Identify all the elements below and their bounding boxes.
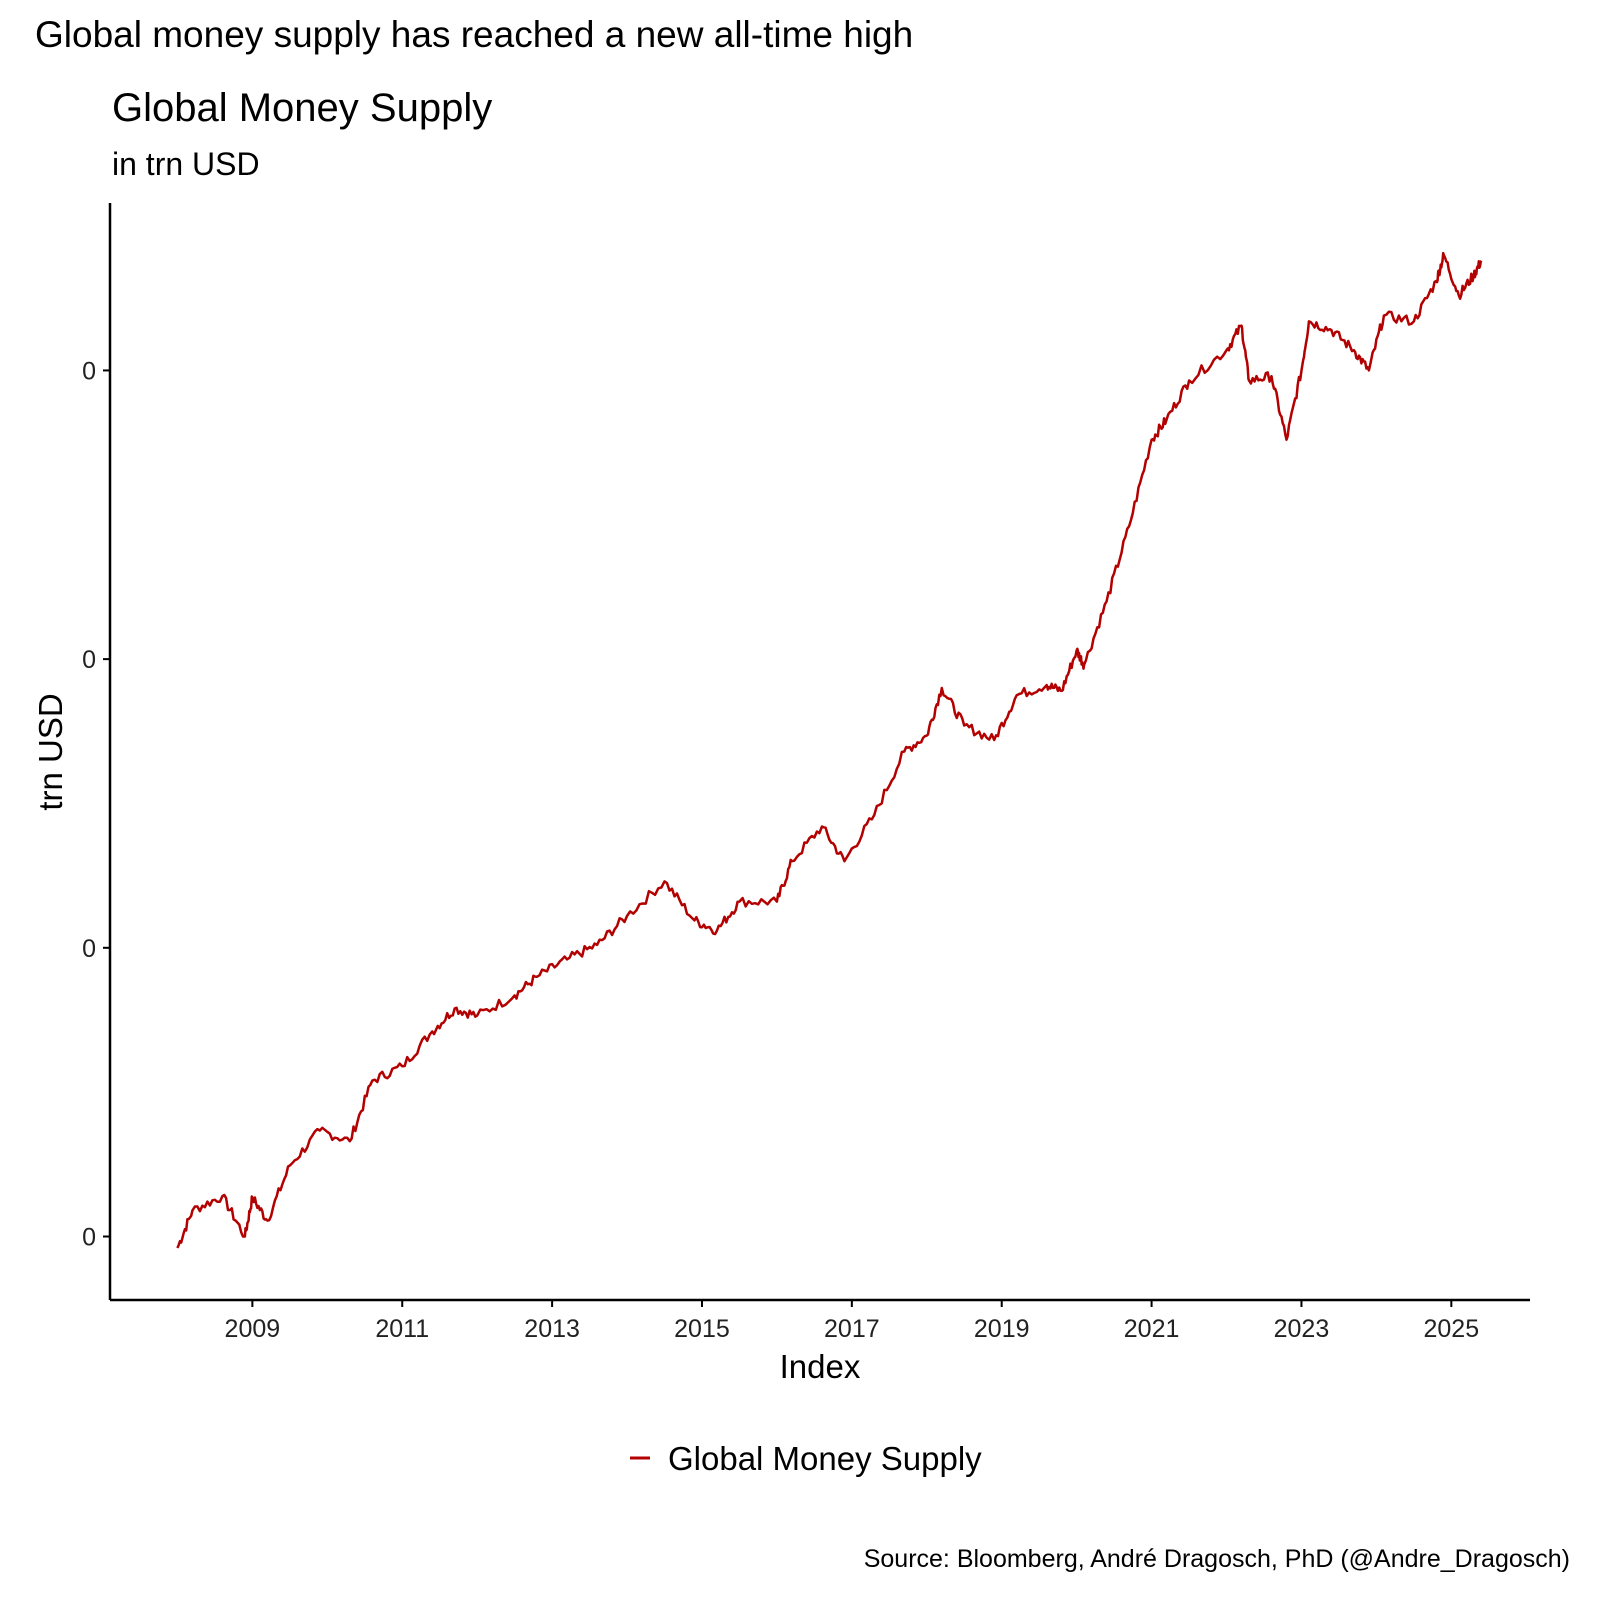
series-line-global-money-supply — [176, 251, 1483, 1249]
x-axis-label: Index — [780, 1348, 861, 1385]
y-tick-label: 0 — [82, 646, 96, 674]
x-tick-label: 2013 — [524, 1315, 580, 1343]
chart-subtitle: in trn USD — [112, 146, 260, 182]
x-tick-label: 2009 — [225, 1315, 281, 1343]
y-tick-label: 0 — [82, 357, 96, 385]
y-tick-label: 0 — [82, 1223, 96, 1251]
x-tick-label: 2011 — [375, 1315, 429, 1343]
x-tick-label: 2019 — [974, 1315, 1030, 1343]
source-note: Source: Bloomberg, André Dragosch, PhD (… — [863, 1545, 1570, 1573]
headline: Global money supply has reached a new al… — [35, 14, 914, 55]
x-tick-label: 2017 — [824, 1315, 880, 1343]
chart-title: Global Money Supply — [112, 86, 493, 130]
y-axis-label: trn USD — [32, 693, 69, 810]
y-tick-label: 0 — [82, 935, 96, 963]
legend-label: Global Money Supply — [668, 1440, 982, 1477]
x-tick-label: 2025 — [1424, 1315, 1480, 1343]
x-tick-label: 2015 — [674, 1315, 730, 1343]
x-tick-label: 2021 — [1124, 1315, 1180, 1343]
x-tick-label: 2023 — [1274, 1315, 1330, 1343]
